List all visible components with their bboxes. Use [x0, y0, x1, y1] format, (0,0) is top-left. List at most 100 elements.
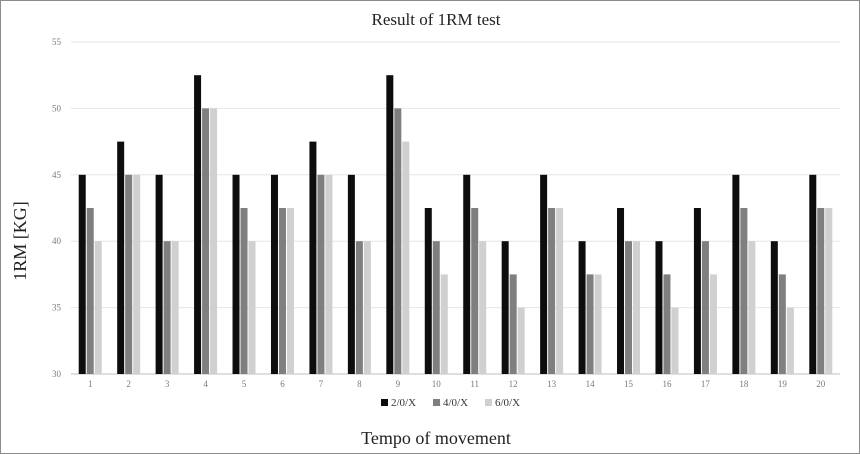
bar [594, 274, 602, 374]
bar [248, 241, 256, 374]
bar [133, 174, 141, 374]
bar [171, 241, 179, 374]
legend: 2/0/X 4/0/X 6/0/X [381, 397, 520, 409]
bar [386, 75, 394, 374]
y-tick-label: 55 [52, 37, 62, 47]
bar [432, 241, 440, 374]
bar [709, 274, 717, 374]
x-tick-label: 11 [470, 379, 479, 389]
x-tick-label: 16 [662, 379, 672, 389]
bar [748, 241, 756, 374]
bar [78, 174, 86, 374]
bar [278, 208, 286, 374]
x-tick-label: 6 [280, 379, 285, 389]
legend-label: 6/0/X [495, 397, 520, 409]
bar [633, 241, 641, 374]
bar [202, 108, 210, 375]
bar [347, 174, 355, 374]
bar [556, 208, 564, 374]
bar [325, 174, 333, 374]
x-tick-label: 3 [165, 379, 170, 389]
x-tick-label: 15 [624, 379, 634, 389]
legend-swatch [485, 399, 492, 406]
bar [240, 208, 248, 374]
x-tick-label: 8 [357, 379, 362, 389]
bar [163, 241, 171, 374]
legend-swatch [433, 399, 440, 406]
bar [309, 141, 317, 374]
bar [232, 174, 240, 374]
bar [778, 274, 786, 374]
x-tick-label: 13 [547, 379, 557, 389]
x-tick-label: 4 [203, 379, 208, 389]
bar [317, 174, 325, 374]
bar [270, 174, 278, 374]
y-axis-label: 1RM [KG] [10, 201, 30, 281]
bar [740, 208, 748, 374]
x-tick-label: 9 [396, 379, 401, 389]
chart-title: Result of 1RM test [372, 10, 501, 29]
x-tick-label: 10 [432, 379, 442, 389]
legend-swatch [381, 399, 388, 406]
bar [117, 141, 125, 374]
y-tick-label: 50 [52, 103, 62, 113]
bar [663, 274, 671, 374]
bar [402, 141, 410, 374]
bar [701, 241, 709, 374]
bar [540, 174, 548, 374]
bars [78, 75, 833, 375]
legend-label: 2/0/X [391, 397, 416, 409]
bar [155, 174, 163, 374]
x-axis-label: Tempo of movement [361, 428, 511, 448]
bar [817, 208, 825, 374]
bar [548, 208, 556, 374]
bar [394, 108, 402, 375]
bar [732, 174, 740, 374]
x-tick-label: 19 [778, 379, 788, 389]
x-tick-label: 20 [816, 379, 826, 389]
bar [471, 208, 479, 374]
bar [463, 174, 471, 374]
bar [786, 307, 794, 374]
y-tick-label: 35 [52, 303, 62, 313]
x-axis-ticks: 1 2 3 4 5 6 7 8 9 10 11 12 13 14 15 16 17 18 19 20 [88, 379, 826, 389]
x-tick-label: 5 [242, 379, 247, 389]
x-tick-label: 18 [739, 379, 749, 389]
bar [363, 241, 371, 374]
bar [586, 274, 594, 374]
bar [825, 208, 833, 374]
bar [693, 208, 701, 374]
x-tick-label: 17 [701, 379, 711, 389]
y-axis-ticks: 30 35 40 45 50 55 [52, 37, 62, 379]
bar [501, 241, 509, 374]
bar [509, 274, 517, 374]
x-tick-label: 2 [126, 379, 131, 389]
x-tick-label: 12 [509, 379, 518, 389]
bar [671, 307, 679, 374]
bar [625, 241, 633, 374]
y-tick-label: 45 [52, 170, 62, 180]
gridlines [71, 41, 840, 375]
bar [517, 307, 525, 374]
bar [210, 108, 218, 375]
bar [86, 208, 94, 374]
y-tick-label: 40 [52, 236, 62, 246]
bar [617, 208, 625, 374]
bar [194, 75, 202, 374]
bar [578, 241, 586, 374]
bar [770, 241, 778, 374]
legend-label: 4/0/X [443, 397, 468, 409]
x-tick-label: 1 [88, 379, 93, 389]
y-tick-label: 30 [52, 369, 62, 379]
bar [286, 208, 294, 374]
bar [125, 174, 133, 374]
x-tick-label: 14 [586, 379, 596, 389]
bar [424, 208, 432, 374]
x-tick-label: 7 [319, 379, 324, 389]
bar [94, 241, 102, 374]
bar [809, 174, 817, 374]
bar [355, 241, 363, 374]
bar [655, 241, 663, 374]
